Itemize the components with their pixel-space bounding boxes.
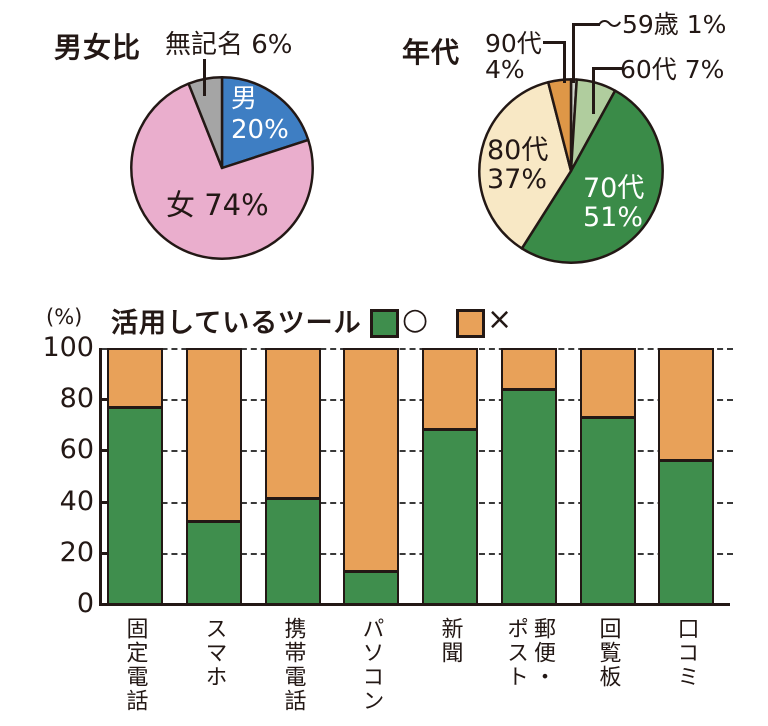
bar-segment-cross <box>109 350 161 406</box>
bar-column-携帯電話 <box>265 348 321 605</box>
y-axis-label-0: 0 <box>76 588 94 619</box>
bar-column-郵便・ポスト <box>501 348 557 605</box>
legend-swatch-circle-series <box>370 309 399 338</box>
x-axis-label-携帯電話: 携帯電話 <box>280 617 306 713</box>
x-axis-label-パソコン: パソコン <box>358 617 384 713</box>
y-tick-60 <box>102 449 111 452</box>
gridline-100 <box>102 348 733 350</box>
bar-chart-unit-label: (%) <box>46 305 83 329</box>
callout-line-90s-v <box>563 41 566 83</box>
y-tick-20 <box>102 552 111 555</box>
gridline-40 <box>102 502 733 504</box>
bar-segment-cross <box>503 350 555 388</box>
x-axis-label-郵便・ポスト: 郵便・ ポスト <box>503 617 555 689</box>
age-90s-line1: 90代 <box>485 29 542 58</box>
pie-slice-女 <box>130 82 314 260</box>
bar-column-新聞 <box>422 348 478 605</box>
bar-column-回覧板 <box>580 348 636 605</box>
bar-column-口コミ <box>658 348 714 605</box>
callout-line-anonymous <box>203 59 206 96</box>
bar-segment-circle <box>660 458 712 603</box>
age-pie-title: 年代 <box>402 36 461 69</box>
bar-segment-circle <box>582 415 634 603</box>
bar-segment-cross <box>345 350 397 571</box>
pie-slice-90代 <box>546 78 573 173</box>
gridline-80 <box>102 399 733 401</box>
age-slice-label-90s: 90代 4% <box>485 31 542 83</box>
bar-segment-cross <box>188 350 240 520</box>
pie-slice-80代 <box>478 80 573 250</box>
y-axis-label-60: 60 <box>59 434 94 465</box>
y-tick-80 <box>102 398 111 401</box>
male-label-line1: 男 <box>231 84 258 114</box>
callout-line-60s-v <box>592 67 595 114</box>
legend-swatch-cross-series <box>456 309 485 338</box>
gender-slice-label-anonymous: 無記名 6% <box>165 30 293 60</box>
pie-slice-男 <box>220 76 310 170</box>
bar-segment-cross <box>660 350 712 459</box>
legend-label-cross: × <box>487 302 513 337</box>
y-axis-label-80: 80 <box>59 383 94 414</box>
bar-chart-title: 活用しているツール <box>111 308 362 339</box>
legend-label-circle: ○ <box>402 302 429 337</box>
bar-column-パソコン <box>343 348 399 605</box>
age-70s-line2: 51% <box>583 202 644 233</box>
pie-slice-70代 <box>520 89 664 264</box>
bar-segment-circle <box>503 387 555 603</box>
bar-segment-circle <box>267 496 319 603</box>
bar-segment-circle <box>109 405 161 603</box>
age-pie <box>478 78 664 264</box>
male-label-line2: 20% <box>231 115 289 145</box>
gender-slice-label-female: 女 74% <box>166 188 269 222</box>
y-axis-label-100: 100 <box>42 332 94 363</box>
x-axis-label-スマホ: スマホ <box>201 617 227 689</box>
age-80s-line2: 37% <box>487 164 548 195</box>
bar-segment-cross <box>267 350 319 497</box>
age-70s-line1: 70代 <box>583 173 645 204</box>
callout-line-60s-h <box>592 67 622 70</box>
age-slice-label-60s: 60代 7% <box>620 55 725 84</box>
age-slice-label-under59: 〜59歳 1% <box>597 10 727 39</box>
age-80s-line1: 80代 <box>487 135 549 166</box>
gender-pie-title: 男女比 <box>54 31 142 64</box>
x-axis-label-固定電話: 固定電話 <box>122 617 148 713</box>
y-axis-label-20: 20 <box>59 537 94 568</box>
y-axis-label-40: 40 <box>59 486 94 517</box>
bar-segment-cross <box>582 350 634 416</box>
age-slice-label-80s: 80代 37% <box>487 136 548 194</box>
y-tick-40 <box>102 501 111 504</box>
y-axis-line <box>99 348 102 605</box>
bar-segment-circle <box>345 570 397 603</box>
gender-pie <box>130 76 314 260</box>
x-axis-label-口コミ: 口コミ <box>673 617 699 689</box>
callout-line-under59-v <box>572 23 575 83</box>
bar-segment-cross <box>424 350 476 429</box>
gridline-60 <box>102 450 733 452</box>
bar-segment-circle <box>188 519 240 603</box>
callout-line-under59-h <box>572 23 600 26</box>
bar-chart-plot <box>99 348 748 606</box>
x-axis-label-新聞: 新聞 <box>437 617 463 665</box>
bar-column-固定電話 <box>107 348 163 605</box>
x-axis-label-回覧板: 回覧板 <box>595 617 621 689</box>
age-90s-line2: 4% <box>485 55 525 84</box>
gender-slice-label-male: 男 20% <box>231 84 289 146</box>
callout-line-90s-h <box>543 41 566 44</box>
bar-column-スマホ <box>186 348 242 605</box>
age-slice-label-70s: 70代 51% <box>583 174 644 232</box>
bar-segment-circle <box>424 428 476 603</box>
gridline-20 <box>102 553 733 555</box>
x-axis-line <box>99 603 730 606</box>
